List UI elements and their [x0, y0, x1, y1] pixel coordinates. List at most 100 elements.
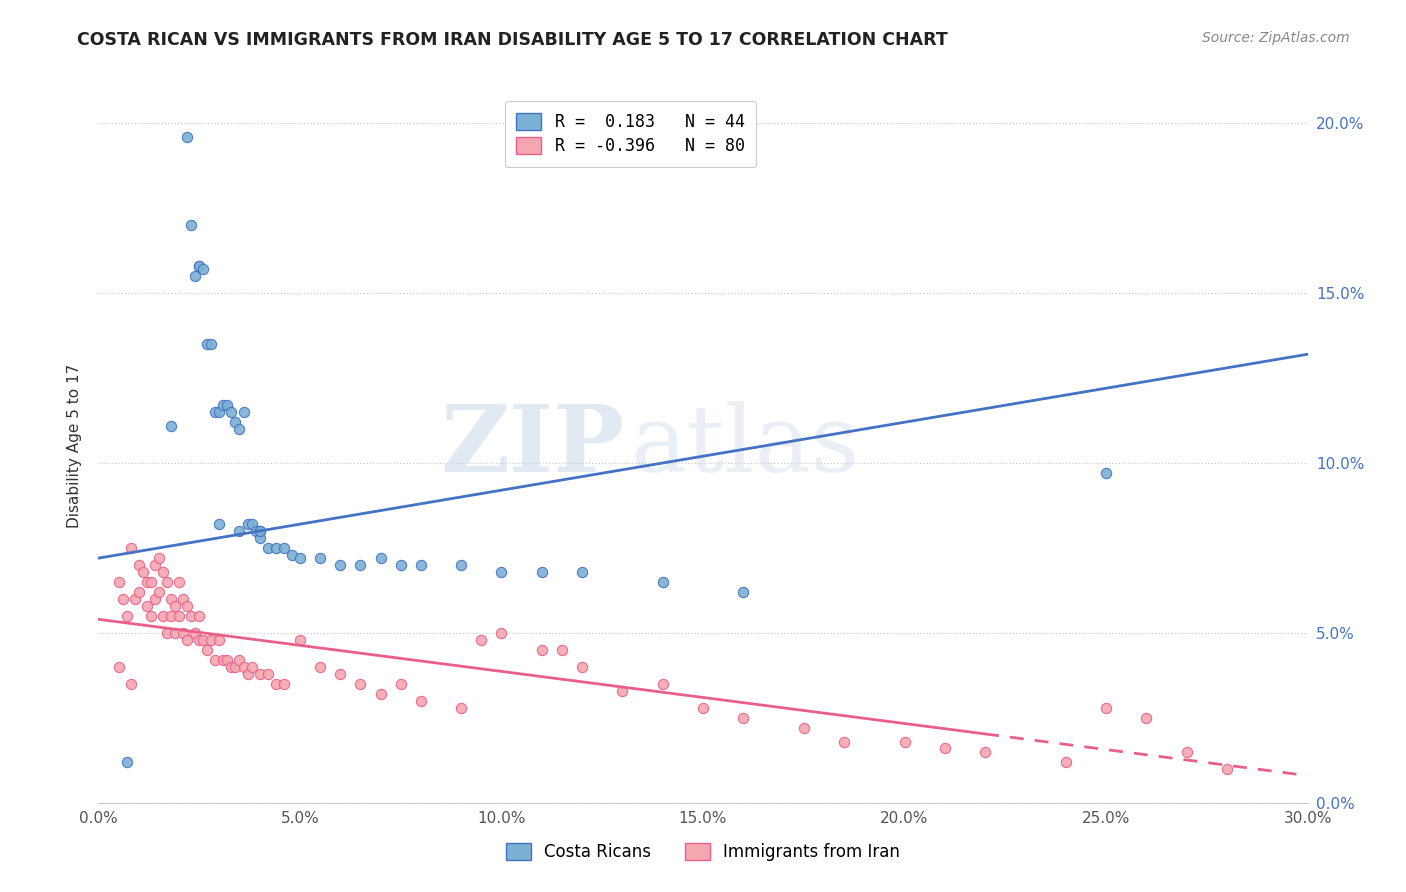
Text: COSTA RICAN VS IMMIGRANTS FROM IRAN DISABILITY AGE 5 TO 17 CORRELATION CHART: COSTA RICAN VS IMMIGRANTS FROM IRAN DISA…	[77, 31, 948, 49]
Point	[160, 418, 183, 433]
Point	[1216, 762, 1239, 776]
Point	[1095, 466, 1118, 480]
Point	[143, 591, 166, 606]
Point	[389, 558, 412, 572]
Point	[200, 632, 222, 647]
Point	[176, 632, 198, 647]
Point	[240, 517, 263, 532]
Point	[288, 551, 311, 566]
Point	[249, 524, 271, 538]
Point	[450, 558, 472, 572]
Point	[193, 262, 215, 277]
Point	[530, 565, 553, 579]
Point	[135, 574, 157, 589]
Point	[733, 711, 755, 725]
Point	[139, 574, 162, 589]
Point	[228, 422, 250, 436]
Point	[450, 700, 472, 714]
Point	[184, 269, 207, 284]
Point	[132, 565, 155, 579]
Legend: Costa Ricans, Immigrants from Iran: Costa Ricans, Immigrants from Iran	[499, 836, 907, 868]
Point	[491, 565, 513, 579]
Point	[281, 548, 304, 562]
Point	[180, 218, 202, 232]
Y-axis label: Disability Age 5 to 17: Disability Age 5 to 17	[67, 364, 83, 528]
Point	[389, 677, 412, 691]
Point	[256, 541, 278, 555]
Point	[893, 734, 915, 748]
Point	[612, 683, 634, 698]
Point	[934, 741, 956, 756]
Point	[491, 626, 513, 640]
Point	[793, 721, 815, 735]
Point	[217, 653, 239, 667]
Point	[329, 558, 352, 572]
Point	[111, 591, 134, 606]
Point	[256, 666, 278, 681]
Point	[204, 405, 226, 419]
Point	[208, 517, 231, 532]
Point	[288, 632, 311, 647]
Point	[172, 626, 194, 640]
Point	[228, 524, 250, 538]
Point	[212, 653, 235, 667]
Point	[120, 541, 142, 555]
Point	[470, 632, 492, 647]
Point	[184, 626, 207, 640]
Point	[120, 677, 142, 691]
Point	[195, 337, 218, 351]
Point	[370, 551, 392, 566]
Point	[135, 599, 157, 613]
Point	[167, 574, 190, 589]
Point	[180, 608, 202, 623]
Point	[409, 558, 432, 572]
Point	[176, 129, 198, 144]
Text: ZIP: ZIP	[440, 401, 624, 491]
Point	[148, 551, 170, 566]
Point	[167, 608, 190, 623]
Point	[1135, 711, 1157, 725]
Point	[107, 574, 129, 589]
Point	[200, 337, 222, 351]
Point	[1054, 755, 1077, 769]
Legend: R =  0.183   N = 44, R = -0.396   N = 80: R = 0.183 N = 44, R = -0.396 N = 80	[505, 101, 756, 167]
Point	[273, 541, 295, 555]
Point	[249, 531, 271, 545]
Point	[188, 608, 211, 623]
Point	[530, 643, 553, 657]
Point	[236, 517, 259, 532]
Point	[156, 574, 179, 589]
Point	[107, 660, 129, 674]
Point	[236, 666, 259, 681]
Point	[148, 585, 170, 599]
Point	[204, 653, 226, 667]
Point	[156, 626, 179, 640]
Point	[249, 666, 271, 681]
Point	[143, 558, 166, 572]
Point	[349, 677, 371, 691]
Text: Source: ZipAtlas.com: Source: ZipAtlas.com	[1202, 31, 1350, 45]
Point	[409, 694, 432, 708]
Point	[245, 524, 267, 538]
Point	[163, 626, 186, 640]
Point	[160, 591, 183, 606]
Point	[188, 632, 211, 647]
Point	[115, 755, 138, 769]
Point	[224, 660, 246, 674]
Point	[329, 666, 352, 681]
Point	[309, 660, 332, 674]
Point	[273, 677, 295, 691]
Point	[264, 677, 287, 691]
Point	[249, 524, 271, 538]
Point	[232, 405, 254, 419]
Point	[349, 558, 371, 572]
Point	[832, 734, 855, 748]
Point	[172, 591, 194, 606]
Point	[217, 398, 239, 412]
Point	[208, 632, 231, 647]
Point	[1175, 745, 1198, 759]
Point	[551, 643, 574, 657]
Point	[195, 643, 218, 657]
Point	[1095, 700, 1118, 714]
Point	[160, 608, 183, 623]
